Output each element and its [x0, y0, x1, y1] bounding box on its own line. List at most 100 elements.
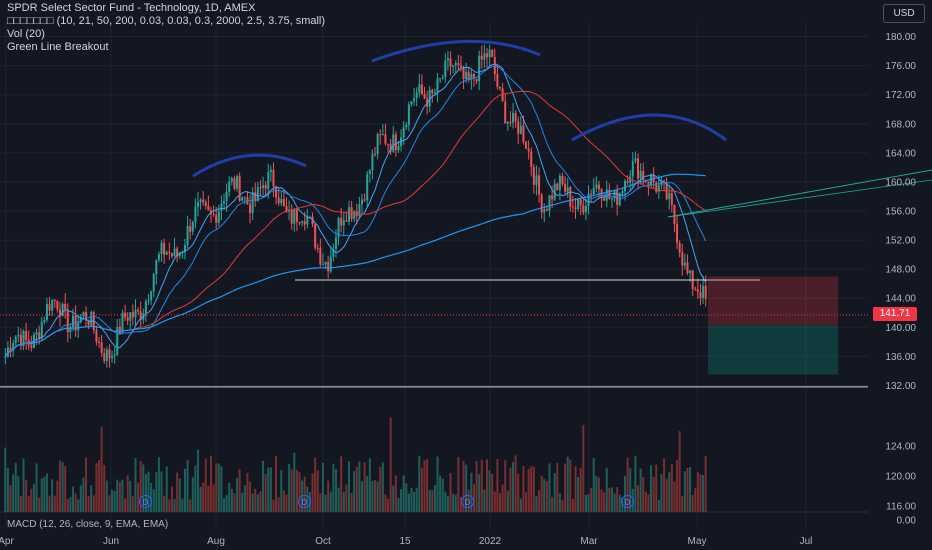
candle-body: [173, 248, 176, 257]
volume-bar: [355, 466, 358, 512]
candle-body: [160, 243, 163, 254]
candle-body: [499, 86, 502, 89]
volume-bar: [27, 496, 30, 512]
candle-body: [694, 288, 697, 290]
candle-body: [324, 262, 327, 265]
volume-bar: [626, 457, 629, 512]
x-tick-label: Aug: [207, 536, 225, 547]
candle-body: [69, 327, 72, 333]
volume-bar: [457, 457, 460, 512]
candle-body: [293, 209, 296, 224]
ma-10-line: [4, 63, 707, 357]
symbol-title[interactable]: SPDR Select Sector Fund - Technology, 1D…: [7, 2, 256, 14]
candle-body: [189, 226, 192, 232]
candle-body: [183, 245, 186, 252]
indicator-legend-3[interactable]: Green Line Breakout: [7, 41, 109, 53]
candle-body: [517, 121, 520, 134]
candle-body: [637, 158, 640, 179]
candle-body: [358, 204, 361, 217]
candle-body: [514, 112, 517, 122]
user-drawings[interactable]: [0, 39, 932, 388]
price-axis[interactable]: 180.00 176.00 172.00 168.00 164.00 160.00 156.…: [885, 32, 916, 526]
candle-body: [535, 175, 538, 185]
indicator-legend-2[interactable]: Vol (20): [7, 28, 45, 40]
volume-bar: [204, 458, 207, 512]
candle-body: [478, 55, 481, 82]
volume-bar: [290, 469, 293, 512]
volume-bar: [111, 489, 114, 512]
candle-body: [108, 349, 111, 359]
candle-body: [678, 242, 681, 253]
candle-body: [147, 300, 150, 302]
candle-body: [14, 336, 17, 344]
dividend-icon[interactable]: D: [461, 495, 474, 508]
candle-body: [579, 199, 582, 206]
candle-body: [311, 216, 314, 225]
candle-body: [530, 151, 533, 167]
candle-body: [347, 207, 350, 222]
candle-body: [170, 252, 173, 257]
candle-body: [51, 299, 54, 311]
candle-body: [301, 221, 304, 224]
volume-bar: [532, 466, 535, 512]
trend-line: [667, 179, 932, 218]
volume-bar: [285, 494, 288, 512]
volume-bar: [444, 491, 447, 512]
volume-bars: [4, 417, 707, 512]
volume-bar: [183, 468, 186, 512]
volume-tick-label: 120.00: [885, 472, 916, 483]
volume-bar: [428, 489, 431, 512]
candle-body: [433, 92, 436, 94]
candle-body: [191, 222, 194, 232]
volume-bar: [647, 494, 650, 512]
volume-bar: [582, 425, 585, 512]
candle-body: [196, 202, 199, 207]
dividend-icon[interactable]: D: [298, 495, 311, 508]
candle-body: [410, 101, 413, 105]
volume-bar: [652, 476, 655, 512]
time-axis[interactable]: Apr Jun Aug Oct 15 2022 Mar May Jul: [0, 536, 812, 547]
volume-bar: [686, 467, 689, 512]
candle-body: [488, 49, 491, 58]
volume-bar: [131, 496, 134, 512]
volume-bar: [683, 471, 686, 512]
volume-bar: [499, 493, 502, 512]
volume-bar: [496, 459, 499, 512]
volume-bar: [696, 472, 699, 512]
candle-body: [681, 252, 684, 266]
candle-body: [17, 334, 20, 337]
candle-body: [543, 209, 546, 213]
candle-body: [74, 315, 77, 331]
volume-bar: [170, 486, 173, 512]
candle-body: [306, 217, 309, 225]
candle-body: [124, 312, 127, 318]
candle-body: [413, 98, 416, 102]
candle-body: [428, 89, 431, 107]
dividend-icon[interactable]: D: [621, 495, 634, 508]
candle-body: [556, 183, 559, 191]
candle-body: [361, 199, 364, 205]
indicator-legend-1[interactable]: □□□□□□□ (10, 21, 50, 200, 0.03, 0.03, 0.…: [7, 15, 326, 27]
macd-legend[interactable]: MACD (12, 26, close, 9, EMA, EMA): [7, 519, 169, 530]
candle-body: [295, 209, 298, 222]
candle-body: [53, 299, 56, 302]
volume-bar: [282, 490, 285, 512]
volume-bar: [236, 478, 239, 512]
volume-bar: [470, 472, 473, 512]
currency-button[interactable]: USD: [883, 4, 925, 23]
dividend-icon[interactable]: D: [139, 495, 152, 508]
volume-bar: [30, 488, 33, 512]
candle-body: [129, 312, 132, 321]
volume-bar: [353, 471, 356, 512]
volume-bar: [19, 496, 22, 512]
candle-body: [618, 193, 621, 205]
volume-bar: [368, 458, 371, 512]
chart-legend: SPDR Select Sector Fund - Technology, 1D…: [7, 2, 325, 54]
volume-bar: [400, 489, 403, 512]
volume-bar: [152, 489, 155, 512]
volume-bar: [77, 499, 80, 512]
volume-bar: [384, 494, 387, 512]
volume-bar: [181, 498, 184, 512]
volume-bar: [571, 499, 574, 512]
